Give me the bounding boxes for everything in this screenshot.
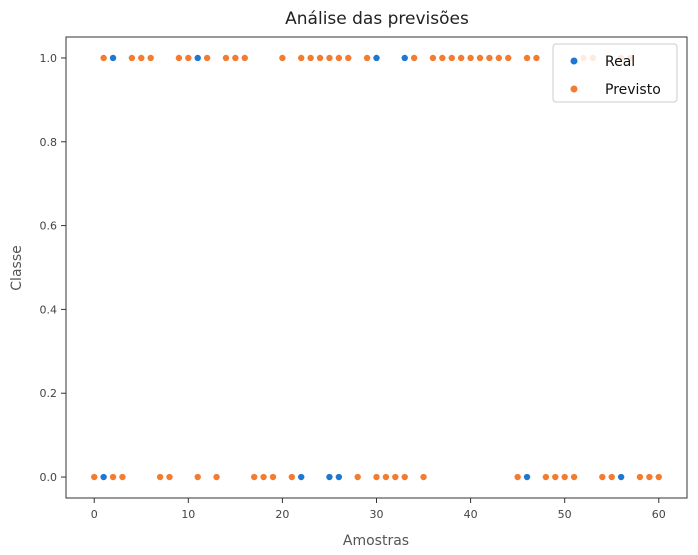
y-tick-label: 0.6 xyxy=(40,220,58,233)
y-axis-label: Classe xyxy=(9,245,25,290)
point-previsto xyxy=(221,53,230,62)
point-previsto xyxy=(109,473,118,482)
point-previsto xyxy=(306,53,315,62)
point-previsto xyxy=(353,473,362,482)
point-previsto xyxy=(523,53,532,62)
point-previsto xyxy=(184,53,193,62)
point-previsto xyxy=(541,473,550,482)
point-real xyxy=(372,53,381,62)
plot-area xyxy=(65,36,688,499)
y-tick-label: 0.2 xyxy=(40,387,58,400)
x-tick-label: 10 xyxy=(181,508,195,521)
point-previsto xyxy=(165,473,174,482)
point-previsto xyxy=(240,53,249,62)
point-previsto xyxy=(363,53,372,62)
point-previsto xyxy=(118,473,127,482)
y-tick-label: 0.4 xyxy=(40,303,58,316)
point-previsto xyxy=(428,53,437,62)
point-previsto xyxy=(127,53,136,62)
point-real xyxy=(523,473,532,482)
point-previsto xyxy=(494,53,503,62)
point-previsto xyxy=(438,53,447,62)
point-real xyxy=(99,473,108,482)
point-previsto xyxy=(475,53,484,62)
x-tick-label: 60 xyxy=(652,508,666,521)
point-previsto xyxy=(381,473,390,482)
point-previsto xyxy=(532,53,541,62)
point-previsto xyxy=(485,53,494,62)
point-previsto xyxy=(607,473,616,482)
point-previsto xyxy=(137,53,146,62)
point-real xyxy=(617,473,626,482)
y-tick-label: 1.0 xyxy=(40,52,58,65)
legend-label-real: Real xyxy=(605,54,635,70)
legend-box xyxy=(552,43,678,103)
point-previsto xyxy=(203,53,212,62)
point-previsto xyxy=(156,473,165,482)
point-previsto xyxy=(297,53,306,62)
point-previsto xyxy=(334,53,343,62)
point-previsto xyxy=(457,53,466,62)
point-previsto xyxy=(410,53,419,62)
point-real xyxy=(334,473,343,482)
point-previsto xyxy=(90,473,99,482)
point-previsto xyxy=(344,53,353,62)
point-previsto xyxy=(99,53,108,62)
point-previsto xyxy=(250,473,259,482)
x-axis: 0 10 20 30 40 50 60 xyxy=(91,498,666,521)
point-previsto xyxy=(447,53,456,62)
point-previsto xyxy=(513,473,522,482)
x-tick-label: 0 xyxy=(91,508,98,521)
point-previsto xyxy=(419,473,428,482)
point-previsto xyxy=(268,473,277,482)
point-real xyxy=(297,473,306,482)
y-tick-label: 0.8 xyxy=(40,136,58,149)
x-tick-label: 40 xyxy=(464,508,478,521)
point-previsto xyxy=(212,473,221,482)
point-previsto xyxy=(560,473,569,482)
point-previsto xyxy=(231,53,240,62)
point-previsto xyxy=(146,53,155,62)
point-real xyxy=(109,53,118,62)
point-previsto xyxy=(504,53,513,62)
point-previsto xyxy=(287,473,296,482)
point-previsto xyxy=(325,53,334,62)
point-real xyxy=(193,53,202,62)
y-axis: 0.0 0.2 0.4 0.6 0.8 1.0 xyxy=(40,52,66,484)
point-previsto xyxy=(193,473,202,482)
legend-marker-previsto xyxy=(570,85,578,93)
y-tick-label: 0.0 xyxy=(40,471,58,484)
point-previsto xyxy=(466,53,475,62)
point-previsto xyxy=(278,53,287,62)
x-tick-label: 50 xyxy=(558,508,572,521)
point-previsto xyxy=(391,473,400,482)
legend-label-previsto: Previsto xyxy=(605,82,661,98)
point-previsto xyxy=(372,473,381,482)
point-real xyxy=(400,53,409,62)
point-previsto xyxy=(174,53,183,62)
chart-title: Análise das previsões xyxy=(285,9,469,29)
x-axis-label: Amostras xyxy=(343,533,409,549)
x-tick-label: 20 xyxy=(275,508,289,521)
point-previsto xyxy=(598,473,607,482)
point-previsto xyxy=(259,473,268,482)
point-previsto xyxy=(645,473,654,482)
point-previsto xyxy=(635,473,644,482)
point-previsto xyxy=(654,473,663,482)
point-previsto xyxy=(570,473,579,482)
point-previsto xyxy=(316,53,325,62)
point-previsto xyxy=(400,473,409,482)
point-real xyxy=(325,473,334,482)
legend: Real Previsto xyxy=(552,43,678,103)
x-tick-label: 30 xyxy=(370,508,384,521)
legend-marker-real xyxy=(570,57,578,65)
point-previsto xyxy=(551,473,560,482)
